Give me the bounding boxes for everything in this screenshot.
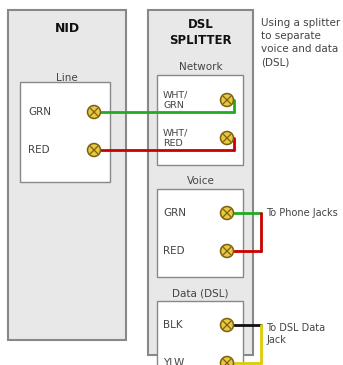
Text: Data (DSL): Data (DSL) (172, 288, 229, 298)
Circle shape (87, 105, 100, 119)
Bar (8, 10, 126, 340)
Text: RED: RED (163, 246, 185, 256)
Text: GRN: GRN (163, 208, 186, 218)
Bar (148, 10, 253, 355)
Text: To DSL Data
Jack: To DSL Data Jack (266, 323, 325, 345)
Text: DSL
SPLITTER: DSL SPLITTER (169, 18, 232, 46)
Text: WHT/
GRN: WHT/ GRN (163, 90, 188, 110)
Text: Network: Network (179, 62, 222, 72)
Bar (157, 75, 243, 165)
Circle shape (221, 357, 234, 365)
Text: NID: NID (55, 22, 80, 35)
Bar (157, 301, 243, 365)
Bar (157, 189, 243, 277)
Text: GRN: GRN (28, 107, 51, 117)
Circle shape (221, 319, 234, 331)
Text: YLW: YLW (163, 358, 184, 365)
Text: To Phone Jacks: To Phone Jacks (266, 208, 338, 218)
Circle shape (87, 143, 100, 157)
Circle shape (221, 131, 234, 145)
Circle shape (221, 245, 234, 257)
Text: RED: RED (28, 145, 50, 155)
Bar (20, 82, 110, 182)
Text: BLK: BLK (163, 320, 182, 330)
Circle shape (221, 207, 234, 219)
Text: Using a splitter
to separate
voice and data
(DSL): Using a splitter to separate voice and d… (261, 18, 340, 68)
Text: WHT/
RED: WHT/ RED (163, 128, 188, 148)
Circle shape (221, 93, 234, 107)
Text: Voice: Voice (187, 176, 214, 186)
Text: Line: Line (56, 73, 78, 83)
